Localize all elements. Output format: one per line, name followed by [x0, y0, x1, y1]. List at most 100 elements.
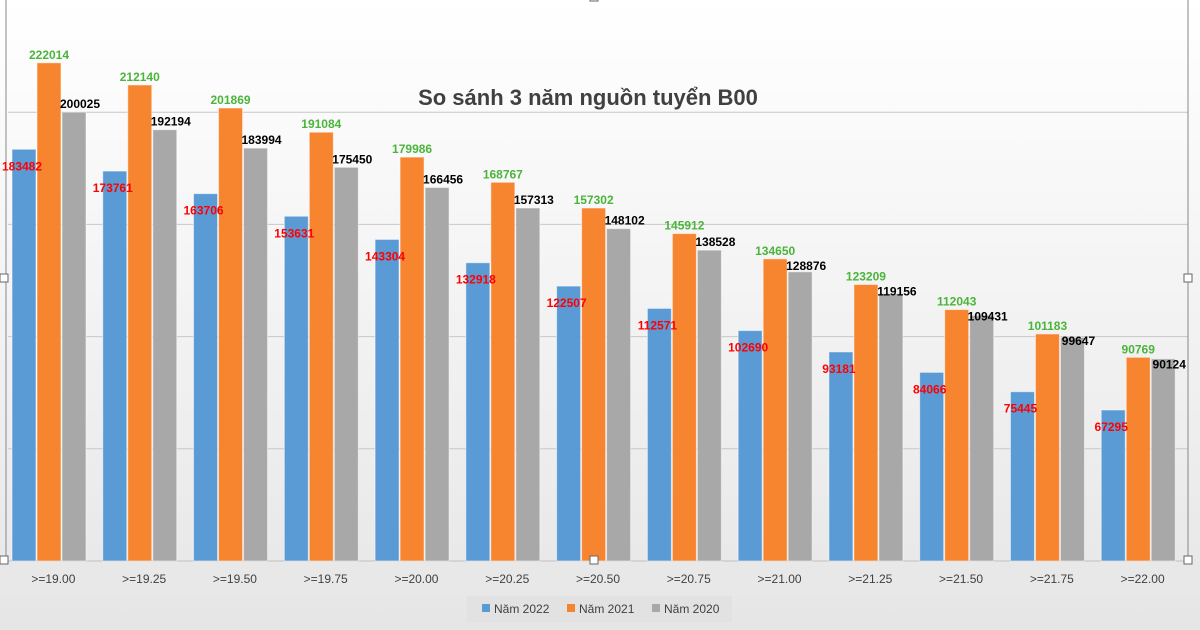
bar	[193, 193, 219, 562]
x-tick-label: >=20.50	[576, 572, 620, 586]
x-tick-label: >=21.00	[758, 572, 802, 586]
bar	[308, 131, 334, 562]
data-label: 99647	[1062, 334, 1096, 348]
bar	[218, 107, 244, 562]
bar	[11, 148, 37, 562]
x-tick-label: >=19.50	[213, 572, 257, 586]
bar	[671, 233, 697, 562]
data-label: 143304	[365, 249, 405, 263]
data-label: 90124	[1153, 357, 1187, 371]
bar	[1150, 358, 1176, 562]
x-tick-label: >=22.00	[1121, 572, 1165, 586]
data-label: 163706	[184, 204, 224, 218]
bar	[515, 207, 541, 562]
bar	[828, 351, 854, 562]
data-label: 67295	[1095, 420, 1129, 434]
legend-swatch	[567, 604, 575, 612]
data-label: 134650	[755, 244, 795, 258]
data-label: 183994	[242, 133, 282, 147]
legend-box	[467, 596, 732, 622]
data-label: 90769	[1122, 342, 1156, 356]
legend-label: Năm 2022	[494, 602, 550, 616]
x-tick-label: >=20.00	[394, 572, 438, 586]
bar	[919, 371, 945, 562]
bar	[944, 309, 970, 562]
x-tick-label: >=19.25	[122, 572, 166, 586]
legend-swatch	[482, 604, 490, 612]
bar	[646, 307, 672, 562]
data-label: 175450	[332, 152, 372, 166]
data-label: 119156	[877, 285, 917, 299]
data-label: 138528	[695, 235, 735, 249]
bar	[374, 238, 400, 562]
bar	[696, 249, 722, 562]
bar	[424, 186, 450, 562]
data-label: 123209	[846, 270, 886, 284]
bar	[490, 181, 516, 562]
bar	[283, 215, 309, 562]
bar	[853, 284, 879, 562]
bar	[581, 207, 607, 562]
bar	[878, 293, 904, 562]
data-label: 173761	[93, 181, 133, 195]
bar	[152, 129, 178, 562]
data-label: 93181	[822, 362, 856, 376]
x-tick-label: >=21.75	[1030, 572, 1074, 586]
resize-handle[interactable]	[589, 0, 599, 2]
bar	[762, 258, 788, 562]
bar	[102, 170, 128, 562]
legend-label: Năm 2021	[579, 602, 635, 616]
data-label: 132918	[456, 273, 496, 287]
resize-handle[interactable]	[0, 273, 9, 283]
bar	[36, 62, 62, 562]
bar	[737, 330, 763, 562]
data-label: 148102	[605, 214, 645, 228]
resize-handle[interactable]	[1183, 555, 1193, 565]
bar	[787, 271, 813, 562]
x-tick-label: >=20.75	[667, 572, 711, 586]
legend-label: Năm 2020	[664, 602, 720, 616]
data-label: 200025	[60, 97, 100, 111]
data-label: 145912	[664, 219, 704, 233]
x-tick-label: >=19.75	[304, 572, 348, 586]
data-label: 168767	[483, 167, 523, 181]
x-tick-label: >=20.25	[485, 572, 529, 586]
legend-swatch	[652, 604, 660, 612]
data-label: 157302	[574, 193, 614, 207]
data-label: 191084	[301, 117, 341, 131]
resize-handle[interactable]	[1183, 273, 1193, 283]
bar	[1125, 356, 1151, 562]
bar	[127, 84, 153, 562]
data-label: 201869	[211, 93, 251, 107]
data-label: 192194	[151, 115, 191, 129]
bar	[606, 228, 632, 562]
bar	[333, 166, 359, 562]
resize-handle[interactable]	[589, 555, 599, 565]
resize-handle[interactable]	[0, 555, 9, 565]
data-label: 84066	[913, 382, 947, 396]
x-tick-label: >=21.25	[848, 572, 892, 586]
data-label: 112043	[937, 295, 977, 309]
data-label: 183482	[2, 159, 42, 173]
data-label: 75445	[1004, 402, 1038, 416]
bar	[556, 285, 582, 562]
x-tick-label: >=21.50	[939, 572, 983, 586]
data-label: 122507	[547, 296, 587, 310]
data-label: 222014	[29, 48, 69, 62]
bar	[61, 111, 87, 562]
bar	[1100, 409, 1126, 562]
data-label: 109431	[968, 310, 1008, 324]
data-label: 112571	[638, 318, 678, 332]
bar	[1059, 336, 1085, 562]
data-label: 212140	[120, 70, 160, 84]
bar	[399, 156, 425, 562]
data-label: 166456	[423, 172, 463, 186]
bar	[1009, 391, 1035, 562]
data-label: 157313	[514, 193, 554, 207]
data-label: 179986	[392, 142, 432, 156]
chart-title: So sánh 3 năm nguồn tuyển B00	[418, 85, 758, 110]
x-tick-label: >=19.00	[31, 572, 75, 586]
data-label: 101183	[1028, 319, 1068, 333]
bar	[969, 314, 995, 562]
